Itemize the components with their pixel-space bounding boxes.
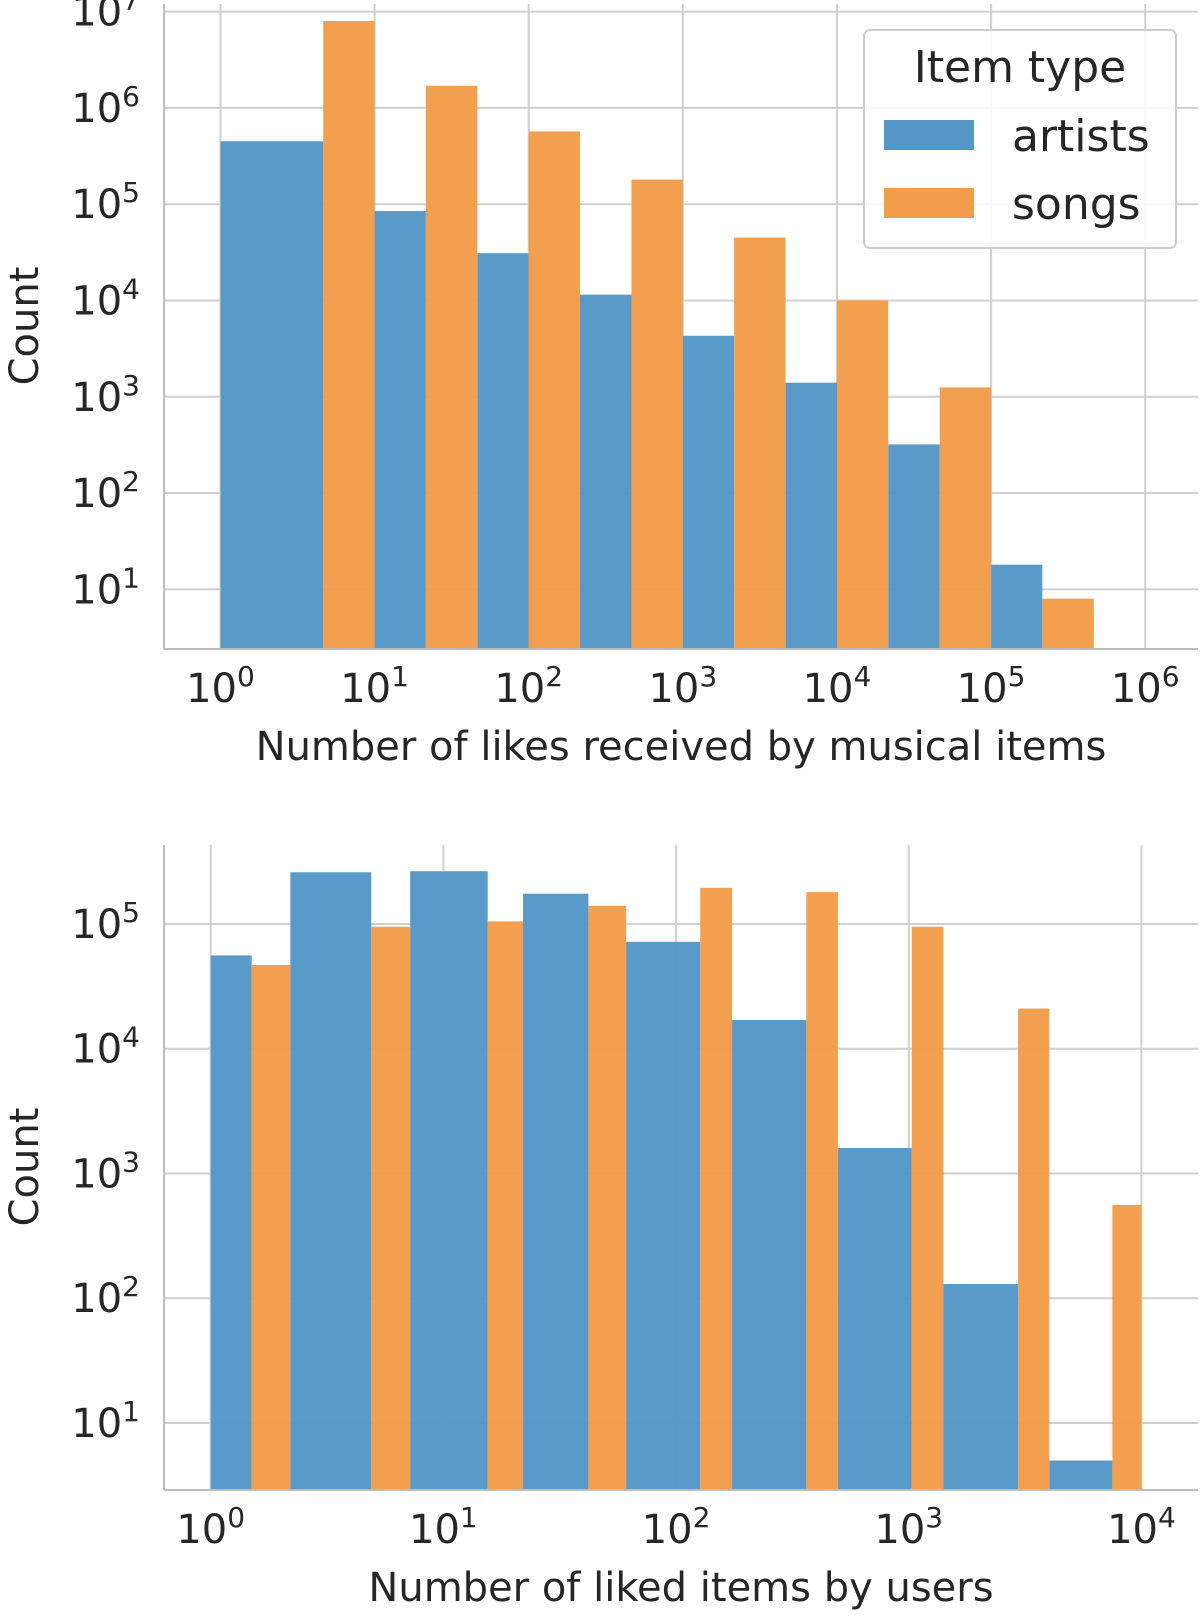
bar-artists	[682, 335, 735, 649]
bar-artists	[837, 1148, 912, 1490]
bar-artists	[410, 871, 488, 1490]
bar-songs	[371, 926, 411, 1490]
legend-swatch-artists	[884, 120, 974, 150]
x-tick-label: 106	[1111, 660, 1180, 712]
y-tick-label: 105	[71, 896, 140, 948]
x-tick-label: 100	[176, 1501, 245, 1553]
y-tick-label: 105	[71, 176, 140, 228]
y-tick-label: 103	[71, 369, 140, 421]
legend-label-songs: songs	[1012, 179, 1141, 230]
bars	[210, 871, 1142, 1490]
bar-artists	[626, 941, 701, 1490]
bar-songs	[1018, 1008, 1050, 1490]
bar-songs	[323, 20, 375, 650]
bars	[220, 20, 1094, 650]
bar-artists	[210, 955, 252, 1490]
x-tick-label: 101	[409, 1501, 478, 1553]
y-axis-title: Count	[2, 1108, 48, 1227]
chart-liked-items: 100 101 102 103 104 101 102 103 104 105 Number o…	[2, 845, 1198, 1611]
bar-songs	[251, 964, 291, 1490]
y-tick-label: 103	[71, 1145, 140, 1197]
bar-artists	[1049, 1460, 1113, 1490]
bar-songs	[528, 131, 580, 649]
bar-artists	[477, 253, 529, 649]
axes-frame	[163, 845, 1198, 1491]
bar-artists	[374, 210, 426, 649]
y-tick-label: 107	[71, 0, 140, 36]
x-axis-title: Number of liked items by users	[368, 1565, 993, 1611]
bar-artists	[732, 1020, 807, 1490]
bar-songs	[588, 905, 627, 1490]
y-tick-labels: 101 102 103 104 105 106 107	[71, 0, 140, 613]
x-tick-label: 103	[648, 660, 717, 712]
bar-artists	[220, 141, 324, 650]
x-tick-labels: 100 101 102 103 104 105 106	[186, 660, 1179, 712]
y-tick-label: 102	[71, 465, 140, 517]
y-tick-label: 104	[71, 272, 140, 324]
legend-swatch-songs	[884, 188, 974, 218]
y-tick-label: 106	[71, 80, 140, 132]
bar-songs	[734, 237, 786, 649]
x-tick-label: 101	[340, 660, 409, 712]
bar-songs	[1112, 1204, 1142, 1490]
bar-artists	[888, 444, 940, 649]
x-tick-labels: 100 101 102 103 104	[176, 1501, 1175, 1553]
y-tick-label: 104	[71, 1021, 140, 1073]
x-tick-label: 100	[186, 660, 255, 712]
x-tick-label: 102	[642, 1501, 711, 1553]
x-tick-label: 104	[1107, 1501, 1176, 1553]
bar-artists	[290, 872, 372, 1490]
x-tick-label: 102	[494, 660, 563, 712]
y-tick-labels: 101 102 103 104 105	[71, 896, 140, 1447]
bar-songs	[700, 887, 733, 1490]
legend-label-artists: artists	[1012, 111, 1150, 162]
bar-songs	[1042, 598, 1094, 649]
bar-songs	[425, 85, 478, 650]
y-axis-title: Count	[2, 267, 48, 386]
x-axis-title: Number of likes received by musical item…	[256, 724, 1107, 770]
chart-likes-received: 100 101 102 103 104 105 106 101 102 103 104 105 106…	[2, 0, 1198, 770]
bar-artists	[523, 893, 589, 1490]
legend: Item type artists songs	[863, 29, 1177, 249]
axes-frame	[163, 4, 1198, 650]
bar-songs	[487, 921, 524, 1490]
bar-artists	[785, 382, 837, 649]
bar-songs	[911, 926, 944, 1490]
x-tick-label: 103	[874, 1501, 943, 1553]
bar-artists	[579, 294, 632, 649]
bar-songs	[939, 387, 992, 649]
x-tick-label: 104	[803, 660, 872, 712]
bar-artists	[943, 1283, 1019, 1490]
bar-songs	[631, 179, 683, 649]
bar-songs	[836, 300, 889, 649]
y-tick-label: 101	[71, 1395, 140, 1447]
x-tick-label: 105	[957, 660, 1026, 712]
y-tick-label: 101	[71, 561, 140, 613]
bar-songs	[806, 892, 838, 1490]
legend-title: Item type	[914, 42, 1126, 93]
bar-artists	[991, 564, 1043, 649]
y-tick-label: 102	[71, 1270, 140, 1322]
